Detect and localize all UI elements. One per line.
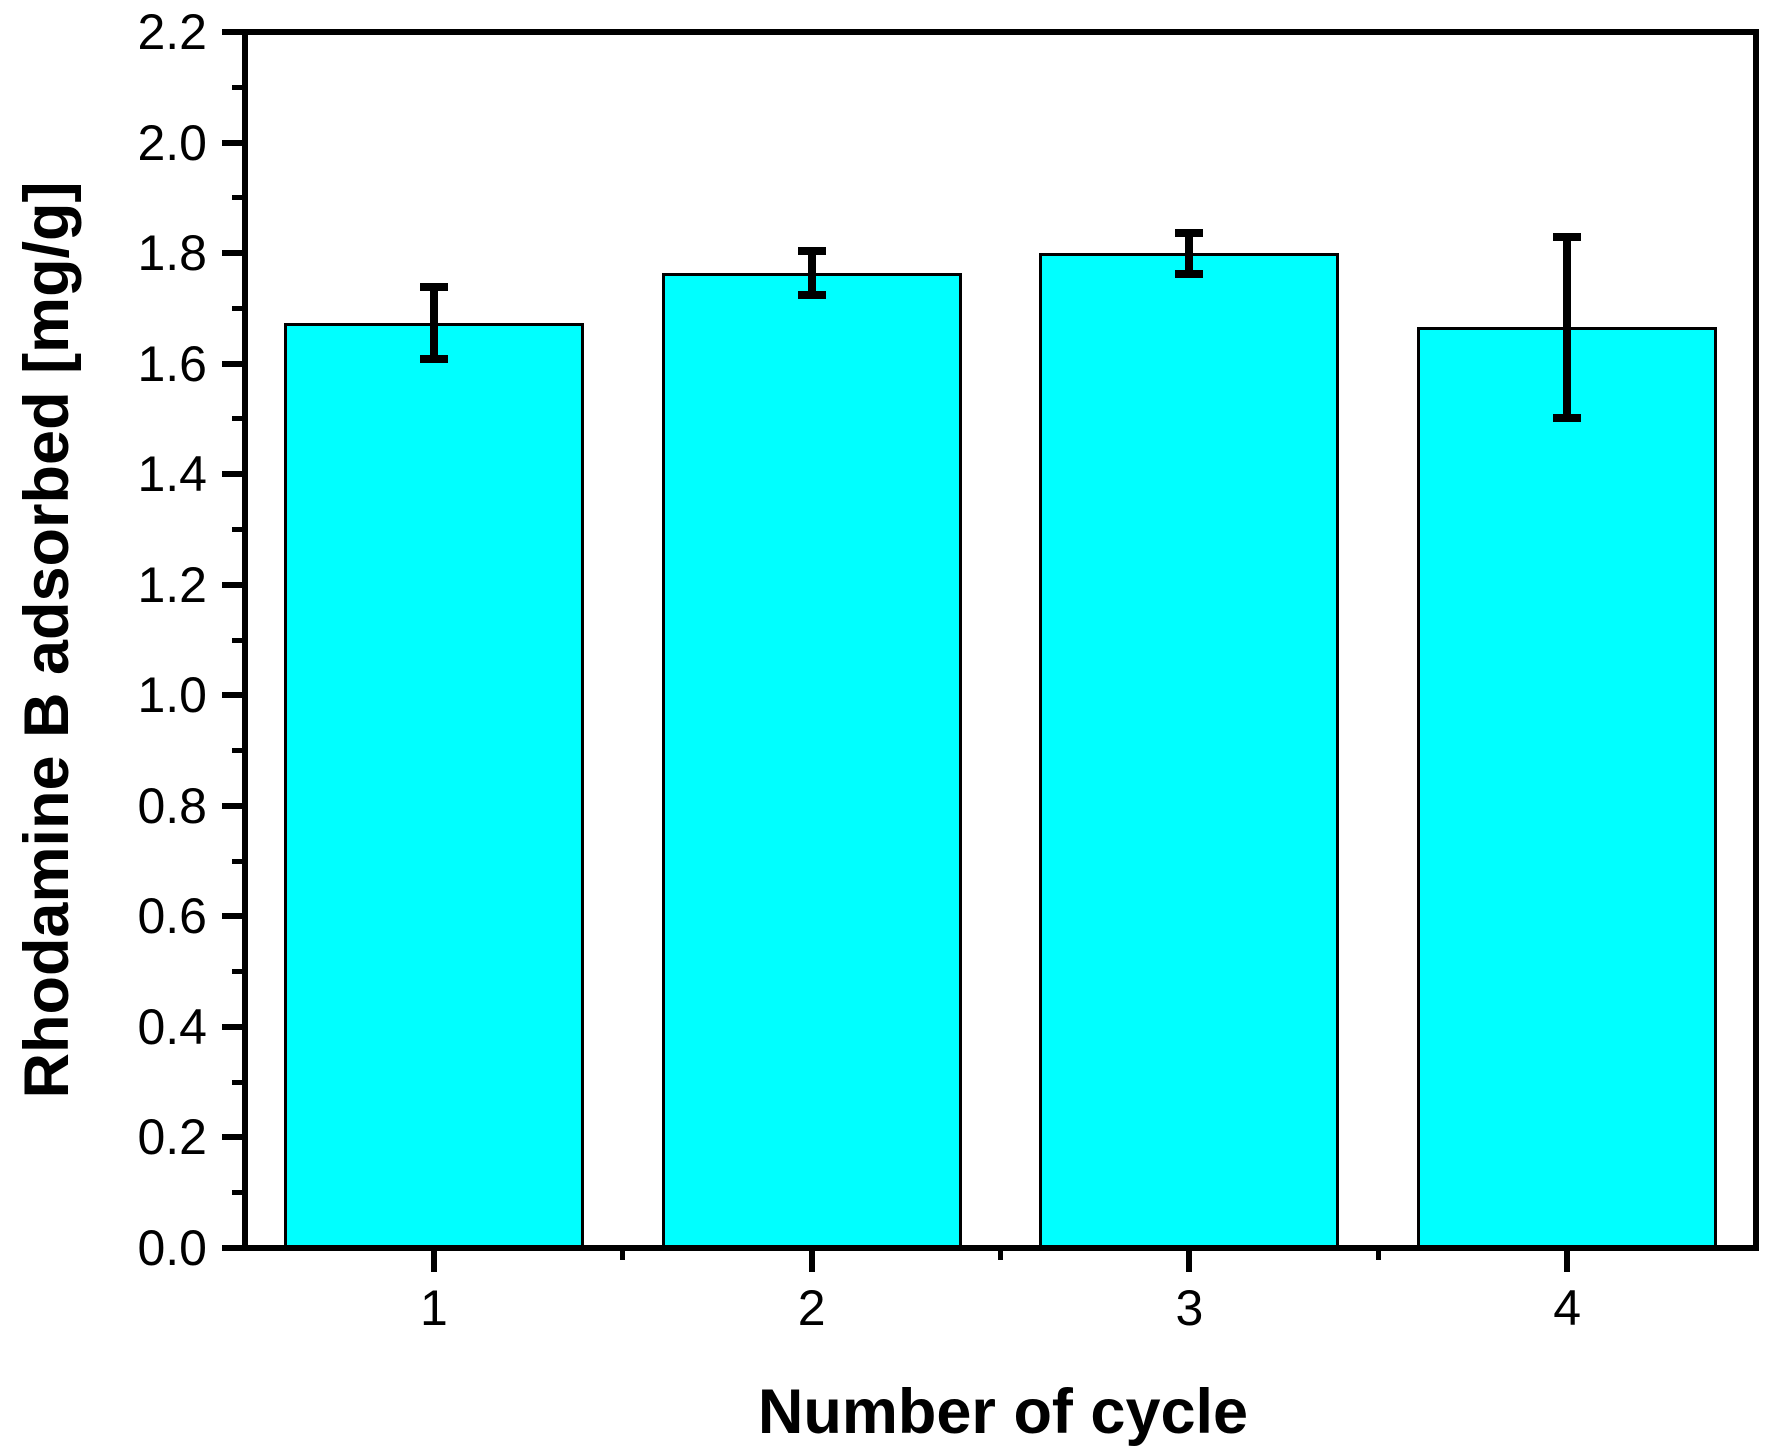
bar-cycle-4 — [1417, 327, 1718, 1248]
y-major-tick — [222, 471, 242, 478]
y-tick-label: 1.8 — [137, 225, 207, 282]
x-tick-label: 4 — [1553, 1280, 1582, 1336]
error-bar-cap-bottom — [797, 291, 826, 300]
y-major-tick — [222, 29, 242, 35]
y-minor-tick — [232, 1079, 242, 1085]
x-tick-label: 2 — [797, 1280, 826, 1336]
y-tick-label: 2.0 — [137, 114, 207, 171]
x-major-tick — [808, 1251, 815, 1272]
y-tick-label: 1.2 — [137, 556, 207, 613]
bar-cycle-2 — [661, 272, 962, 1248]
error-bar-cap-top — [797, 246, 826, 255]
y-major-tick — [222, 581, 242, 588]
error-bar-cap-top — [419, 283, 448, 292]
x-axis-title: Number of cycle — [757, 1377, 1249, 1447]
y-major-tick — [222, 1245, 242, 1251]
x-major-tick — [1186, 1251, 1193, 1272]
error-bar-cap-top — [1553, 232, 1582, 241]
y-major-tick — [222, 913, 242, 920]
error-bar-line — [1563, 236, 1572, 418]
bar-cycle-1 — [283, 323, 584, 1248]
y-major-tick — [222, 692, 242, 699]
y-minor-tick — [232, 969, 242, 975]
y-minor-tick — [232, 1190, 242, 1196]
y-major-tick — [222, 1134, 242, 1141]
x-major-tick — [430, 1251, 437, 1272]
x-major-tick — [1564, 1251, 1571, 1272]
error-bar-cap-top — [1175, 228, 1204, 237]
y-tick-label: 0.6 — [137, 888, 207, 945]
x-minor-tick — [1375, 1251, 1381, 1260]
error-bar-line — [1185, 232, 1194, 274]
y-tick-label: 1.4 — [137, 446, 207, 503]
error-bar-cap-bottom — [1175, 269, 1204, 278]
y-major-tick — [222, 139, 242, 146]
y-major-tick — [222, 360, 242, 367]
plot-area-border — [242, 29, 1759, 1251]
y-tick-label: 2.2 — [137, 4, 207, 60]
y-minor-tick — [232, 858, 242, 864]
error-bar-cap-bottom — [1553, 413, 1582, 422]
x-minor-tick — [620, 1251, 626, 1260]
y-axis-title: Rhodamine B adsorbed [mg/g] — [12, 181, 82, 1099]
y-major-tick — [222, 802, 242, 809]
y-minor-tick — [232, 84, 242, 90]
y-minor-tick — [232, 526, 242, 532]
error-bar-cap-bottom — [419, 355, 448, 364]
y-major-tick — [222, 250, 242, 257]
y-tick-label: 1.6 — [137, 335, 207, 392]
y-minor-tick — [232, 305, 242, 311]
y-tick-label: 0.8 — [137, 777, 207, 834]
error-bar-line — [429, 287, 438, 360]
y-minor-tick — [232, 416, 242, 422]
y-tick-label: 0.4 — [137, 998, 207, 1055]
y-minor-tick — [232, 637, 242, 643]
x-tick-label: 3 — [1175, 1280, 1204, 1336]
y-tick-label: 1.0 — [137, 667, 207, 724]
y-major-tick — [222, 1023, 242, 1030]
y-minor-tick — [232, 195, 242, 201]
x-minor-tick — [998, 1251, 1003, 1260]
y-tick-label: 0.2 — [137, 1109, 207, 1166]
x-tick-label: 1 — [419, 1280, 448, 1336]
y-minor-tick — [232, 748, 242, 754]
error-bar-line — [807, 250, 816, 296]
y-tick-label: 0.0 — [137, 1220, 207, 1276]
